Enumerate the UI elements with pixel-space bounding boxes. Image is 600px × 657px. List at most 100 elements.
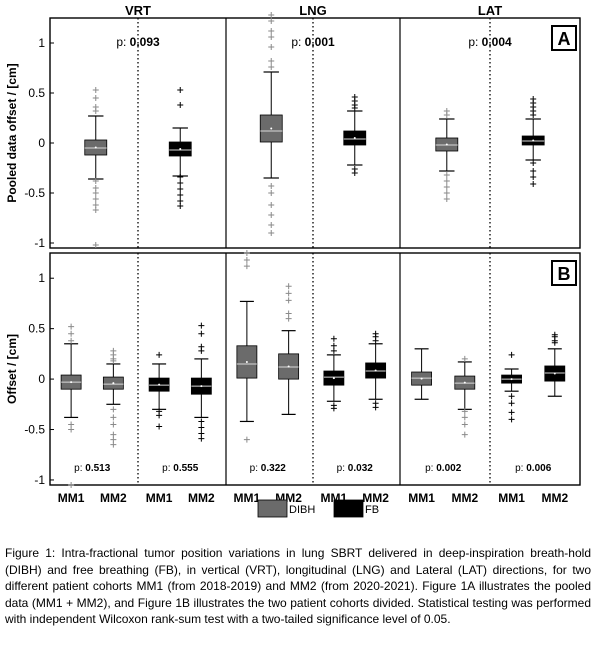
p-prefix: p: <box>337 463 348 474</box>
outlier-marker <box>198 347 205 354</box>
outlier-marker <box>198 430 205 437</box>
outlier-marker <box>177 203 184 209</box>
outlier-marker <box>508 400 515 407</box>
outlier-marker <box>268 212 275 218</box>
outlier-marker <box>177 87 184 93</box>
outlier-marker <box>508 409 515 416</box>
mean-marker <box>445 143 448 146</box>
outlier-marker <box>508 351 515 358</box>
x-tick-label: MM1 <box>146 491 173 505</box>
outlier-marker <box>268 183 275 189</box>
outlier-marker <box>530 168 537 174</box>
outlier-marker <box>156 423 163 430</box>
column-header-lng: LNG <box>299 3 326 18</box>
y-tick-label: 1 <box>38 271 45 285</box>
outlier-marker <box>110 414 117 421</box>
p-value-label: p: 0.322 <box>250 463 287 474</box>
figure-caption: Figure 1: Intra-fractional tumor positio… <box>5 546 591 626</box>
outlier-marker <box>268 230 275 236</box>
outlier-marker <box>92 178 99 184</box>
p-value-label: p: 0.555 <box>162 463 199 474</box>
y-axis-label-b: Offset / [cm] <box>5 334 19 404</box>
y-tick-label: -1 <box>34 473 45 487</box>
mean-marker <box>463 381 466 384</box>
p-value: 0.001 <box>305 35 335 49</box>
p-value: 0.006 <box>526 463 551 474</box>
outlier-marker <box>68 330 75 337</box>
outlier-marker <box>110 431 117 438</box>
outlier-marker <box>198 418 205 425</box>
p-prefix: p: <box>291 35 304 49</box>
p-value-label: p: 0.093 <box>116 35 160 49</box>
outlier-marker <box>285 283 292 290</box>
mean-marker <box>200 385 203 388</box>
outlier-marker <box>530 160 537 166</box>
mean-marker <box>179 148 182 150</box>
p-prefix: p: <box>515 463 526 474</box>
x-tick-label: MM1 <box>58 491 85 505</box>
outlier-marker <box>68 323 75 330</box>
outlier-marker <box>177 192 184 198</box>
p-prefix: p: <box>116 35 129 49</box>
outlier-marker <box>68 337 75 344</box>
outlier-marker <box>243 263 250 270</box>
p-value: 0.513 <box>85 463 110 474</box>
p-value: 0.555 <box>173 463 198 474</box>
outlier-marker <box>443 196 450 202</box>
x-tick-label: MM2 <box>541 491 568 505</box>
outlier-marker <box>268 190 275 196</box>
x-tick-label: MM2 <box>451 491 478 505</box>
outlier-marker <box>268 44 275 50</box>
x-tick-label: MM1 <box>234 491 261 505</box>
mean-marker <box>553 372 556 375</box>
outlier-marker <box>268 18 275 24</box>
p-value-label: p: 0.004 <box>468 35 512 49</box>
outlier-marker <box>268 64 275 70</box>
y-tick-label: 0 <box>38 136 45 150</box>
outlier-marker <box>110 357 117 364</box>
y-tick-label: -0.5 <box>24 186 45 200</box>
figure-svg: VRT LNG LAT 1 0.5 0 -0.5 -1 1 0.5 0 -0.5 -1 A B Pooled … <box>5 3 581 518</box>
legend-label-dibh: DIBH <box>289 504 315 516</box>
mean-marker <box>532 139 535 142</box>
outlier-marker <box>268 202 275 208</box>
outlier-marker <box>177 174 184 180</box>
outlier-marker <box>351 105 358 111</box>
outlier-marker <box>110 436 117 443</box>
outlier-marker <box>443 112 450 118</box>
outlier-marker <box>92 108 99 114</box>
p-prefix: p: <box>74 463 85 474</box>
panel-a-frame <box>49 17 581 249</box>
mean-marker <box>353 137 356 139</box>
outlier-marker <box>285 310 292 317</box>
outlier-marker <box>443 184 450 190</box>
outlier-marker <box>530 112 537 118</box>
outlier-marker <box>92 242 99 248</box>
outlier-marker <box>92 87 99 93</box>
outlier-marker <box>268 34 275 40</box>
mean-marker <box>287 365 290 368</box>
outlier-marker <box>68 421 75 428</box>
y-tick-label: -0.5 <box>24 423 45 437</box>
x-tick-label: MM2 <box>362 491 389 505</box>
outlier-marker <box>110 406 117 413</box>
outlier-marker <box>530 181 537 187</box>
outlier-marker <box>530 174 537 180</box>
outlier-marker <box>156 412 163 419</box>
y-tick-label: 1 <box>38 36 45 50</box>
p-value: 0.032 <box>348 463 373 474</box>
outlier-marker <box>92 190 99 196</box>
outlier-marker <box>92 207 99 213</box>
panel-b-frame <box>49 252 581 486</box>
p-value-label: p: 0.001 <box>291 35 335 49</box>
p-prefix: p: <box>425 463 436 474</box>
p-value: 0.322 <box>261 463 286 474</box>
outlier-marker <box>198 435 205 442</box>
x-tick-label: MM1 <box>498 491 525 505</box>
outlier-marker <box>198 330 205 337</box>
p-value-label: p: 0.032 <box>337 463 374 474</box>
y-axis-label-a: Pooled data offset / [cm] <box>5 63 19 202</box>
y-tick-label: 0.5 <box>28 86 45 100</box>
outlier-marker <box>177 102 184 108</box>
outlier-marker <box>243 250 250 256</box>
